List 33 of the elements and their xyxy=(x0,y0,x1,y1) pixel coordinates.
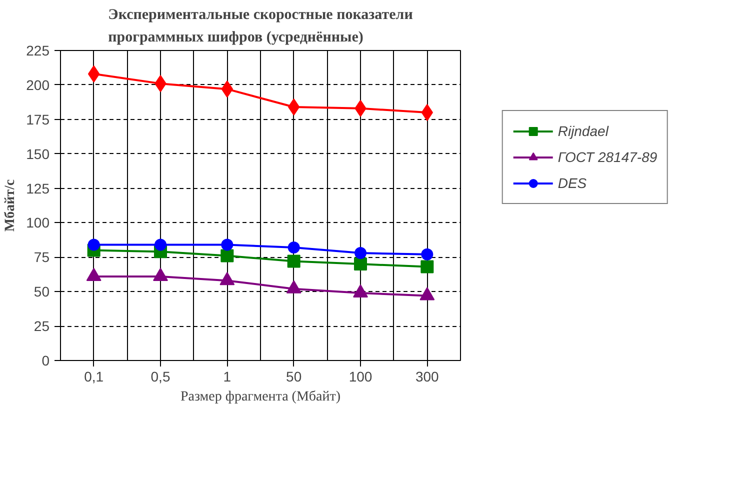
y-tick-label: 0 xyxy=(42,352,50,368)
y-tick-label: 200 xyxy=(26,76,50,93)
x-axis-title: Размер фрагмента (Мбайт) xyxy=(180,390,341,404)
point xyxy=(220,249,234,262)
legend-label: DES xyxy=(558,174,587,190)
point xyxy=(221,238,234,251)
x-tick-label: 1 xyxy=(223,368,232,384)
point xyxy=(88,238,100,251)
legend-label: ГОСТ 28147-89 xyxy=(558,148,658,164)
point xyxy=(154,238,166,251)
y-tick-label: 100 xyxy=(26,214,50,231)
legend-label: Rijndael xyxy=(558,122,608,138)
y-tick-label: 175 xyxy=(26,111,50,128)
point xyxy=(354,258,367,271)
point xyxy=(420,260,434,274)
x-tick-label: 300 xyxy=(415,368,440,384)
y-tick-label: 75 xyxy=(34,249,50,266)
x-tick-label: 50 xyxy=(286,368,302,384)
y-tick-label: 50 xyxy=(34,284,50,300)
y-tick-label: 125 xyxy=(26,180,50,196)
point xyxy=(288,242,300,254)
y-axis-title: Мбайт/с xyxy=(3,179,18,232)
point xyxy=(354,247,366,260)
point xyxy=(421,104,433,121)
x-tick-label: 100 xyxy=(348,368,372,384)
y-tick-label: 225 xyxy=(26,42,50,58)
point xyxy=(287,254,300,268)
x-tick-label: 0,5 xyxy=(150,368,170,384)
x-tick-label: 0,1 xyxy=(84,368,104,384)
y-tick-label: 25 xyxy=(34,318,50,334)
point xyxy=(421,248,434,260)
y-tick-label: 150 xyxy=(26,146,50,162)
chart-title: Экспериментальные скоростные показатели программных шифров (усреднённые) xyxy=(108,7,414,46)
